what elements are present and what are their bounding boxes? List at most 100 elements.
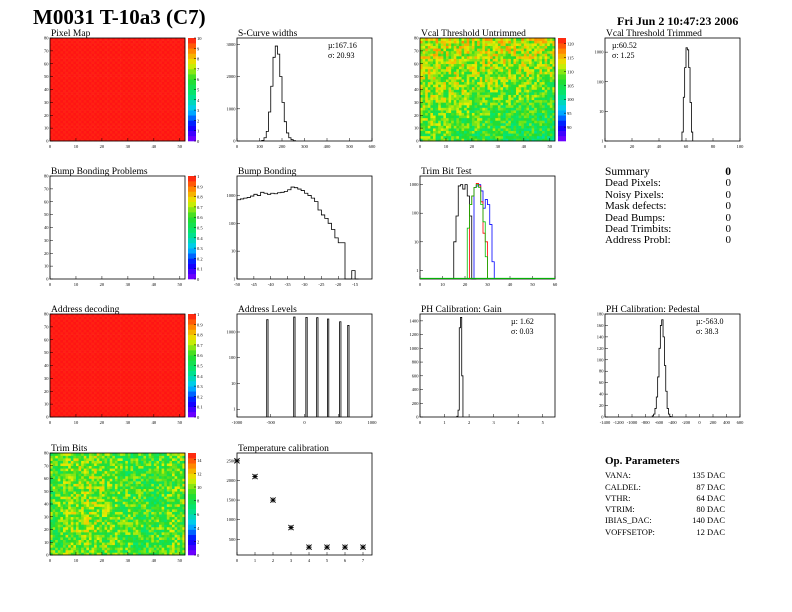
- heatmap-cell: [479, 71, 483, 75]
- heatmap-cell: [60, 99, 64, 103]
- colorbar-segment: [558, 48, 566, 54]
- colorbar-tick-label: 10: [197, 36, 202, 41]
- heatmap-cell: [57, 128, 61, 132]
- heatmap-cell: [135, 110, 139, 113]
- heatmap-cell: [112, 71, 116, 75]
- plot-frame: [604, 37, 741, 142]
- heatmap-cell: [91, 107, 95, 111]
- heatmap-cell: [117, 84, 121, 88]
- heatmap-cell: [508, 135, 512, 139]
- y-tick-label: 100: [597, 79, 605, 84]
- heatmap-cell: [448, 125, 452, 129]
- heatmap-cell: [70, 38, 74, 41]
- heatmap-cell: [420, 138, 423, 142]
- heatmap-cell: [497, 97, 501, 101]
- heatmap-cell: [448, 130, 452, 134]
- heatmap-cell: [166, 86, 170, 90]
- heatmap-cell: [432, 71, 436, 75]
- heatmap-cell: [78, 76, 82, 80]
- heatmap-cell: [70, 45, 74, 49]
- heatmap-cell: [117, 125, 121, 129]
- heatmap-cell: [133, 128, 136, 132]
- heatmap-cell: [94, 45, 98, 49]
- heatmap-cell: [552, 50, 556, 54]
- heatmap-cell: [75, 97, 79, 101]
- heatmap-cell: [466, 130, 470, 134]
- heatmap-cell: [65, 53, 69, 57]
- heatmap-cell: [179, 43, 183, 47]
- heatmap-cell: [430, 61, 434, 65]
- heatmap-cell: [182, 97, 186, 101]
- heatmap-cell: [55, 352, 59, 356]
- heatmap-cell: [50, 344, 53, 348]
- heatmap-cell: [182, 53, 186, 57]
- heatmap-cell: [435, 81, 439, 85]
- heatmap-cell: [96, 112, 100, 116]
- heatmap-cell: [62, 102, 66, 106]
- heatmap-cell: [487, 48, 491, 52]
- heatmap-cell: [166, 138, 170, 142]
- heatmap-cell: [179, 79, 183, 83]
- heatmap-cell: [70, 329, 74, 333]
- heatmap-cell: [172, 74, 175, 77]
- heatmap-cell: [68, 56, 72, 59]
- heatmap-cell: [549, 94, 553, 98]
- heatmap-cell: [125, 110, 129, 113]
- heatmap-cell: [164, 86, 168, 90]
- heatmap-cell: [542, 94, 545, 98]
- heatmap-cell: [164, 107, 168, 111]
- heatmap-cell: [99, 81, 103, 85]
- heatmap-cell: [544, 50, 548, 54]
- heatmap-cell: [513, 125, 517, 129]
- heatmap-cell: [490, 130, 493, 134]
- heatmap-cell: [57, 130, 61, 134]
- heatmap-cell: [148, 48, 152, 52]
- x-tick-label: 30: [496, 144, 501, 149]
- heatmap-cell: [425, 71, 429, 75]
- heatmap-cell: [70, 48, 74, 52]
- heatmap-cell: [52, 332, 56, 335]
- heatmap-cell: [78, 61, 82, 65]
- heatmap-cell: [153, 122, 157, 126]
- heatmap-cell: [138, 40, 142, 44]
- heatmap-cell: [88, 79, 92, 83]
- heatmap-cell: [78, 107, 82, 111]
- heatmap-cell: [169, 94, 173, 98]
- heatmap-cell: [432, 43, 436, 47]
- heatmap-cell: [438, 56, 442, 59]
- colorbar-segment: [188, 125, 196, 131]
- heatmap-cell: [62, 86, 66, 90]
- heatmap-cell: [62, 347, 66, 351]
- heatmap-cell: [169, 120, 173, 124]
- heatmap-cell: [549, 92, 553, 95]
- heatmap-cell: [107, 81, 111, 85]
- heatmap-cell: [510, 86, 514, 90]
- heatmap-cell: [164, 128, 168, 132]
- heatmap-cell: [52, 38, 56, 41]
- heatmap-cell: [438, 53, 442, 57]
- heatmap-cell: [516, 135, 519, 139]
- heatmap-cell: [146, 66, 149, 70]
- heatmap-cell: [75, 68, 79, 72]
- heatmap-cell: [104, 117, 108, 121]
- heatmap-cell: [70, 370, 74, 374]
- heatmap-cell: [513, 138, 517, 142]
- heatmap-cell: [122, 81, 126, 85]
- colorbar-tick-label: 4: [197, 98, 200, 103]
- heatmap-cell: [179, 68, 183, 72]
- heatmap-cell: [75, 404, 79, 408]
- heatmap-cell: [492, 89, 496, 93]
- heatmap-cell: [166, 48, 170, 52]
- heatmap-cell: [73, 321, 77, 325]
- heatmap-cell: [523, 56, 527, 59]
- heatmap-cell: [422, 68, 426, 72]
- heatmap-cell: [544, 97, 548, 101]
- heatmap-cell: [135, 56, 139, 59]
- heatmap-cell: [495, 117, 499, 121]
- heatmap-cell: [505, 81, 509, 85]
- heatmap-cell: [99, 68, 103, 72]
- heatmap-cell: [464, 81, 468, 85]
- heatmap-cell: [430, 38, 434, 41]
- heatmap-cell: [536, 117, 540, 121]
- heatmap-cell: [65, 362, 69, 366]
